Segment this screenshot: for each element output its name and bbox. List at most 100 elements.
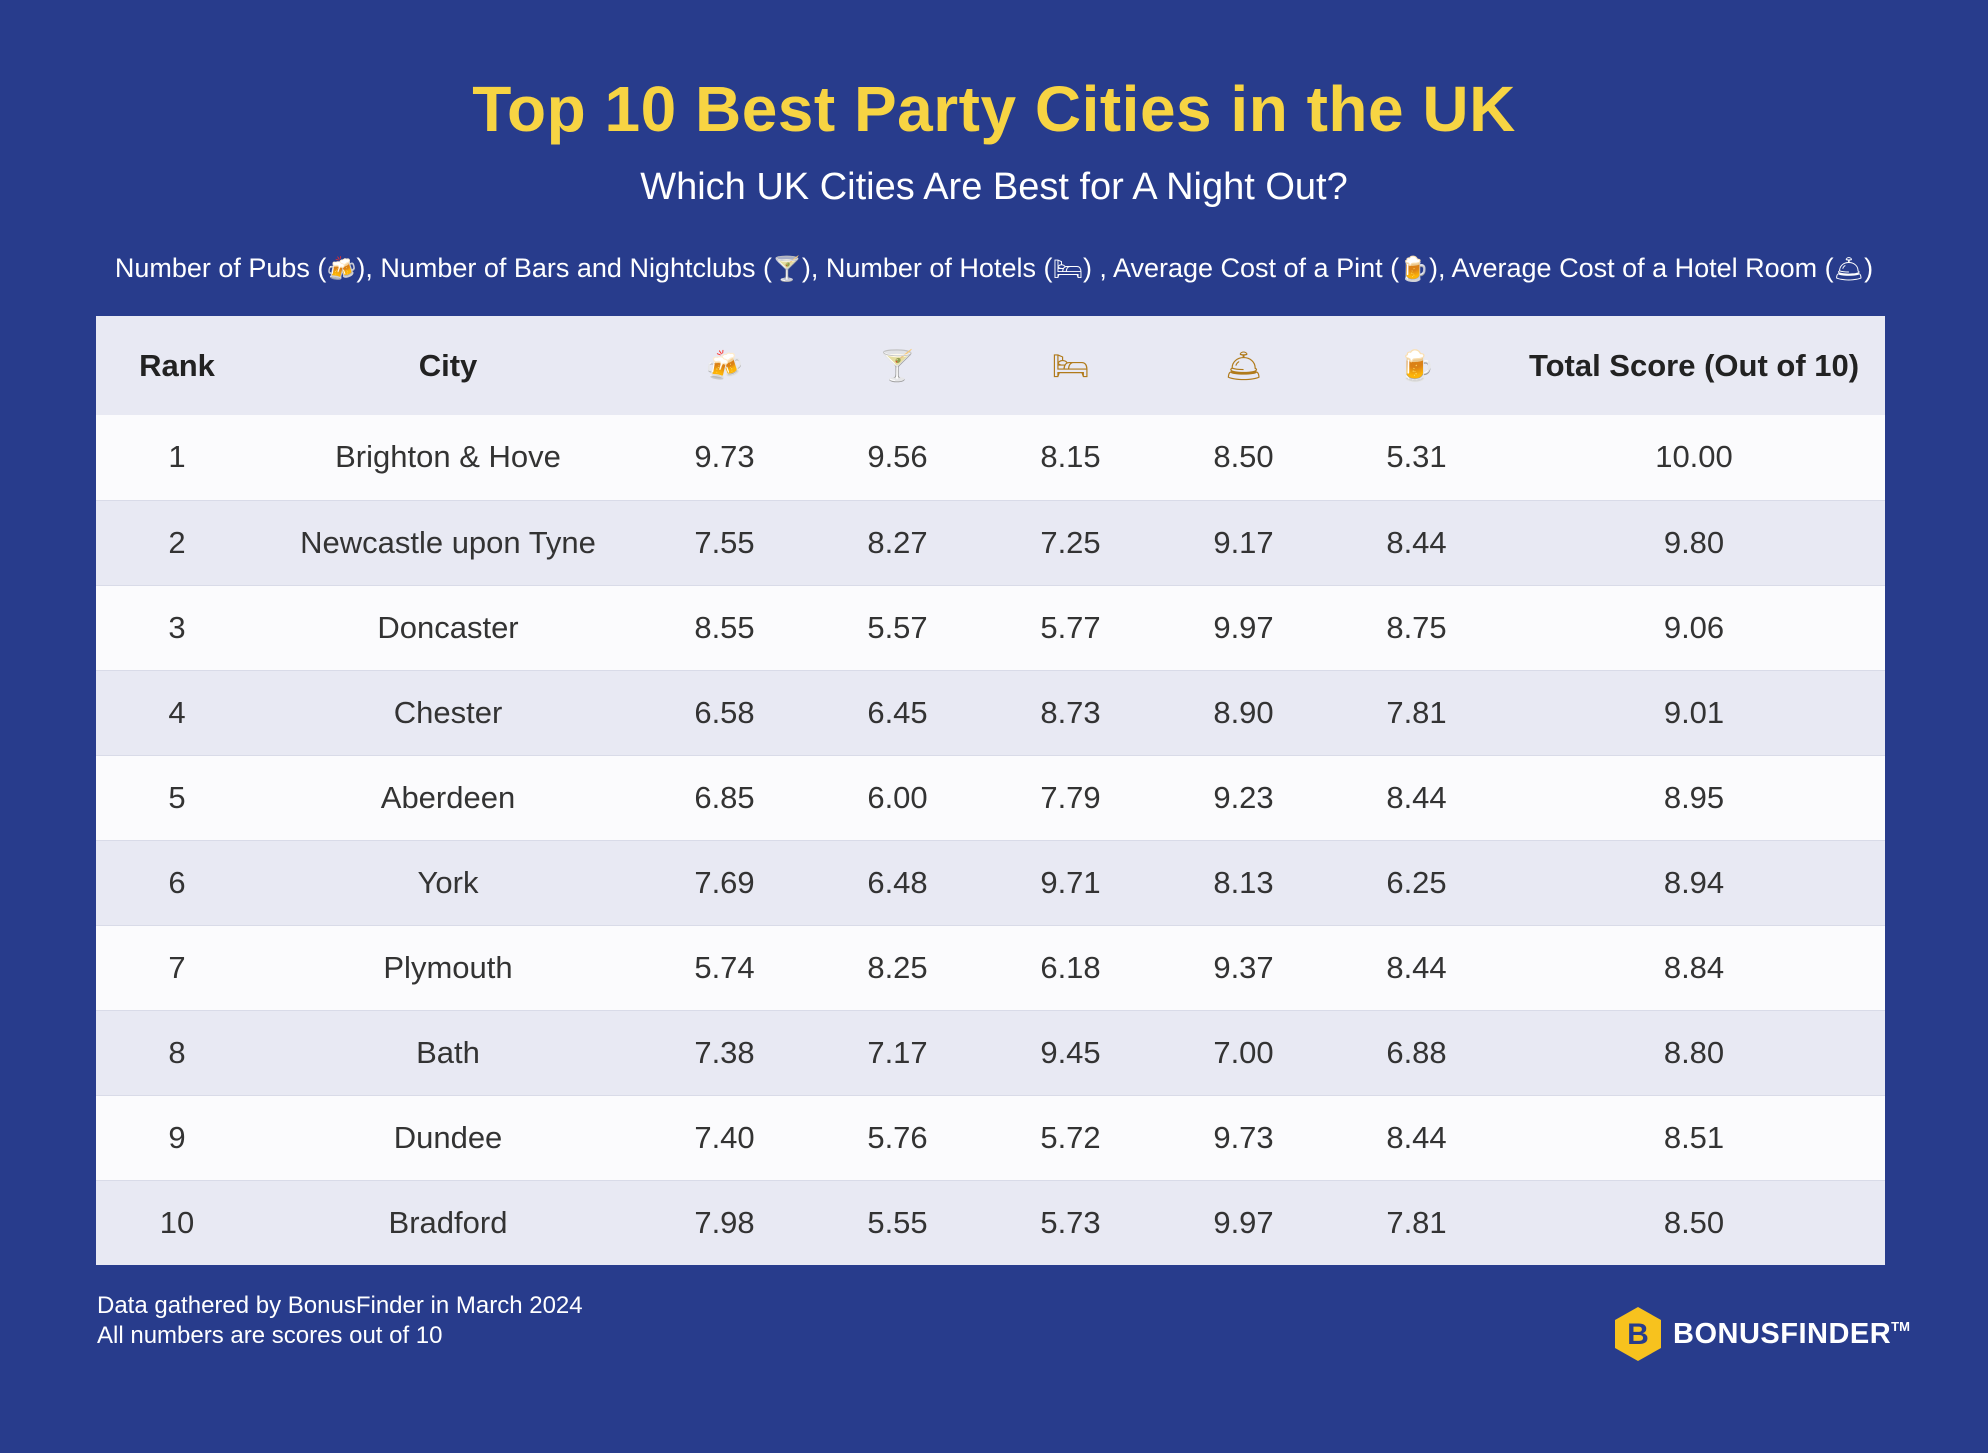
cell-city: York xyxy=(417,864,479,900)
header-total: Total Score (Out of 10) xyxy=(1528,347,1860,383)
score-note: All numbers are scores out of 10 xyxy=(97,1322,443,1349)
cell-hotels: 5.73 xyxy=(1040,1204,1101,1240)
table-row: 2 Newcastle upon Tyne 7.55 8.27 7.25 9.17 8.44… xyxy=(96,500,1885,585)
cell-bars: 6.00 xyxy=(867,779,928,815)
cell-bars: 5.55 xyxy=(867,1204,928,1240)
beer-mugs-icon: 🍻 xyxy=(705,348,744,384)
cell-pint: 8.44 xyxy=(1386,1119,1447,1155)
legend-hotels-label: ), Number of Hotels ( xyxy=(801,253,1053,283)
cell-room: 8.13 xyxy=(1213,864,1274,900)
cell-bars: 5.57 xyxy=(867,609,928,645)
cell-pubs: 6.85 xyxy=(694,779,755,815)
legend-bars-label: ), Number of Bars and Nightclubs ( xyxy=(356,253,772,283)
logo-brand-name: BONUSFINDER xyxy=(1673,1317,1892,1350)
cell-city: Chester xyxy=(393,694,503,730)
cell-rank: 6 xyxy=(168,864,186,900)
cell-room: 9.37 xyxy=(1213,949,1274,985)
cell-pint: 5.31 xyxy=(1386,439,1447,475)
header-rank: Rank xyxy=(139,347,215,383)
cell-room: 9.23 xyxy=(1213,779,1274,815)
beer-mugs-icon: 🍻 xyxy=(326,255,357,283)
cell-total: 8.84 xyxy=(1663,949,1725,985)
page-title: Top 10 Best Party Cities in the UK xyxy=(472,73,1516,145)
cell-city: Dundee xyxy=(393,1119,503,1155)
cell-city: Brighton & Hove xyxy=(335,439,561,475)
cell-rank: 8 xyxy=(168,1034,186,1070)
table-row: 9 Dundee 7.40 5.76 5.72 9.73 8.44 8.51 xyxy=(96,1095,1885,1180)
header-pint: 🍺 xyxy=(1330,316,1503,415)
cell-total: 8.95 xyxy=(1663,779,1725,815)
cell-total: 9.01 xyxy=(1663,694,1725,730)
cocktail-glass-icon: 🍸 xyxy=(878,348,917,384)
header-room: 🛎 xyxy=(1157,316,1330,415)
legend-pubs-label: Number of Pubs ( xyxy=(114,253,327,283)
metric-legend: Number of Pubs (🍻), Number of Bars and N… xyxy=(0,253,1988,284)
cell-pubs: 7.55 xyxy=(694,524,755,560)
cell-room: 9.97 xyxy=(1213,1204,1274,1240)
cell-room: 9.17 xyxy=(1213,524,1274,560)
cell-pubs: 7.69 xyxy=(694,864,755,900)
ranking-table: Rank City 🍻 🍸 🛏 🛎 🍺 Total Score (Out of … xyxy=(96,316,1885,1265)
bed-icon: 🛏 xyxy=(1052,255,1083,283)
cell-total: 8.94 xyxy=(1663,864,1725,900)
cell-bars: 8.27 xyxy=(867,524,928,560)
logo-hexagon-icon: B xyxy=(1615,1307,1661,1361)
cell-rank: 10 xyxy=(159,1204,195,1240)
data-source-note: Data gathered by BonusFinder in March 20… xyxy=(97,1292,583,1319)
cell-hotels: 5.72 xyxy=(1040,1119,1101,1155)
cell-pubs: 7.40 xyxy=(694,1119,755,1155)
page-subtitle: Which UK Cities Are Best for A Night Out… xyxy=(640,166,1348,208)
cell-city: Bradford xyxy=(388,1204,508,1240)
bellhop-bell-icon: 🛎 xyxy=(1224,348,1263,384)
cell-city: Doncaster xyxy=(377,609,519,645)
cell-pubs: 7.38 xyxy=(694,1034,755,1070)
cell-hotels: 5.77 xyxy=(1040,609,1101,645)
bed-icon: 🛏 xyxy=(1051,348,1090,384)
cell-bars: 6.45 xyxy=(867,694,928,730)
cell-room: 7.00 xyxy=(1213,1034,1274,1070)
cell-pubs: 9.73 xyxy=(694,439,755,475)
cell-hotels: 7.79 xyxy=(1040,779,1101,815)
cell-bars: 7.17 xyxy=(867,1034,928,1070)
cell-total: 8.51 xyxy=(1663,1119,1725,1155)
table-row: 10 Bradford 7.98 5.55 5.73 9.97 7.81 8.50 xyxy=(96,1180,1885,1265)
cell-room: 8.50 xyxy=(1213,439,1274,475)
cell-total: 8.80 xyxy=(1663,1034,1725,1070)
cell-rank: 3 xyxy=(168,609,186,645)
logo-trademark: TM xyxy=(1891,1318,1910,1334)
cell-bars: 6.48 xyxy=(867,864,928,900)
cell-pint: 7.81 xyxy=(1386,1204,1447,1240)
cell-pint: 8.44 xyxy=(1386,779,1447,815)
table-header-row: Rank City 🍻 🍸 🛏 🛎 🍺 Total Score (Out of … xyxy=(96,316,1885,415)
cell-room: 9.97 xyxy=(1213,609,1274,645)
cell-pint: 8.44 xyxy=(1386,524,1447,560)
cell-total: 10.00 xyxy=(1655,439,1733,475)
cell-hotels: 7.25 xyxy=(1040,524,1101,560)
beer-mug-icon: 🍺 xyxy=(1397,348,1436,384)
cell-rank: 1 xyxy=(168,439,186,475)
cell-bars: 5.76 xyxy=(867,1119,928,1155)
cell-hotels: 8.15 xyxy=(1040,439,1101,475)
cell-hotels: 9.71 xyxy=(1040,864,1101,900)
cell-total: 9.06 xyxy=(1663,609,1725,645)
cell-rank: 2 xyxy=(168,524,186,560)
legend-pint-label: ) , Average Cost of a Pint ( xyxy=(1082,253,1400,283)
cell-hotels: 8.73 xyxy=(1040,694,1101,730)
cell-bars: 8.25 xyxy=(867,949,928,985)
header-pubs: 🍻 xyxy=(638,316,811,415)
cell-room: 9.73 xyxy=(1213,1119,1274,1155)
cell-pubs: 8.55 xyxy=(694,609,755,645)
cell-pint: 8.44 xyxy=(1386,949,1447,985)
header-city: City xyxy=(418,347,478,383)
cell-rank: 4 xyxy=(168,694,186,730)
table-row: 7 Plymouth 5.74 8.25 6.18 9.37 8.44 8.84 xyxy=(96,925,1885,1010)
cell-room: 8.90 xyxy=(1213,694,1274,730)
cell-pubs: 6.58 xyxy=(694,694,755,730)
logo-letter: B xyxy=(1627,1318,1649,1351)
bellhop-bell-icon: 🛎 xyxy=(1833,255,1865,283)
table-row: 3 Doncaster 8.55 5.57 5.77 9.97 8.75 9.06 xyxy=(96,585,1885,670)
cell-total: 9.80 xyxy=(1663,524,1725,560)
cell-pint: 6.88 xyxy=(1386,1034,1447,1070)
legend-room-label: ), Average Cost of a Hotel Room ( xyxy=(1428,253,1834,283)
table-row: 6 York 7.69 6.48 9.71 8.13 6.25 8.94 xyxy=(96,840,1885,925)
